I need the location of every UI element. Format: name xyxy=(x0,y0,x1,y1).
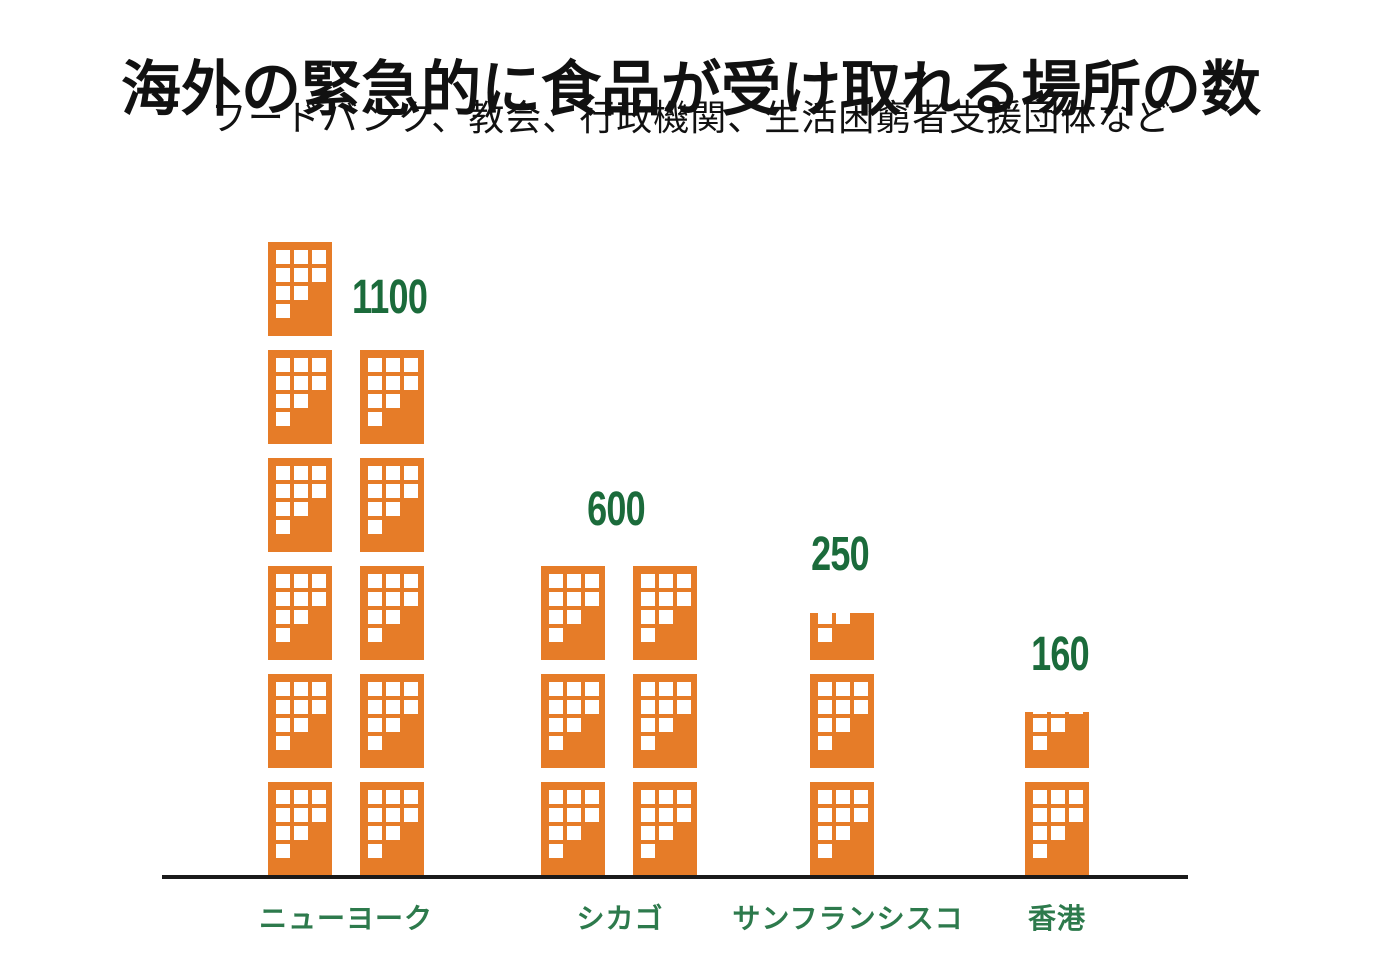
value-label-chicago: 600 xyxy=(587,483,646,536)
building-icon xyxy=(541,782,605,876)
building-icon-chicago xyxy=(541,782,605,876)
value-label-new-york: 1100 xyxy=(352,271,428,324)
building-icon xyxy=(633,674,697,768)
building-icon-chicago xyxy=(633,782,697,876)
building-icon xyxy=(268,242,332,336)
building-icon xyxy=(268,674,332,768)
chart-title: 海外の緊急的に食品が受け取れる場所の数 xyxy=(121,56,1261,124)
value-label-san-francisco: 250 xyxy=(811,528,870,581)
building-icon xyxy=(360,674,424,768)
partial-building-icon-hong-kong xyxy=(1025,682,1089,768)
building-icon xyxy=(1025,682,1089,768)
building-icon-san-francisco xyxy=(810,674,874,768)
building-icon xyxy=(268,782,332,876)
building-icon-new-york xyxy=(268,674,332,768)
building-icon-new-york xyxy=(360,566,424,660)
building-icon-chicago xyxy=(633,674,697,768)
building-icon-new-york xyxy=(268,782,332,876)
building-icon xyxy=(268,350,332,444)
building-icon-chicago xyxy=(633,566,697,660)
partial-building-icon-san-francisco xyxy=(810,574,874,660)
building-icon xyxy=(541,566,605,660)
building-icon-hong-kong xyxy=(1025,782,1089,876)
building-icon xyxy=(810,674,874,768)
building-icon-new-york xyxy=(360,782,424,876)
building-icon xyxy=(360,782,424,876)
axis-label-chicago: シカゴ xyxy=(576,903,664,934)
building-icon xyxy=(1025,782,1089,876)
building-icon-san-francisco xyxy=(810,782,874,876)
chart-subtitle: フードバンク、教会、行政機関、生活困窮者支援団体など xyxy=(210,97,1172,138)
x-axis-line xyxy=(162,875,1188,879)
building-icon-new-york xyxy=(360,458,424,552)
building-icon xyxy=(360,458,424,552)
building-icon xyxy=(360,350,424,444)
building-icon-new-york xyxy=(268,566,332,660)
building-icon xyxy=(810,782,874,876)
building-icon-new-york xyxy=(268,242,332,336)
value-label-hong-kong: 160 xyxy=(1031,628,1090,681)
building-icon-new-york xyxy=(268,458,332,552)
axis-label-new-york: ニューヨーク xyxy=(258,903,434,934)
axis-label-san-francisco: サンフランシスコ xyxy=(732,903,964,934)
building-icon-new-york xyxy=(360,350,424,444)
building-icon xyxy=(541,674,605,768)
building-icon xyxy=(360,566,424,660)
building-icon-chicago xyxy=(541,674,605,768)
building-icon-new-york xyxy=(360,674,424,768)
building-icon xyxy=(268,458,332,552)
building-icon xyxy=(633,566,697,660)
building-icon xyxy=(268,566,332,660)
axis-label-hong-kong: 香港 xyxy=(1027,903,1087,934)
building-icon xyxy=(633,782,697,876)
building-icon xyxy=(810,574,874,660)
building-icon-chicago xyxy=(541,566,605,660)
building-icon-new-york xyxy=(268,350,332,444)
